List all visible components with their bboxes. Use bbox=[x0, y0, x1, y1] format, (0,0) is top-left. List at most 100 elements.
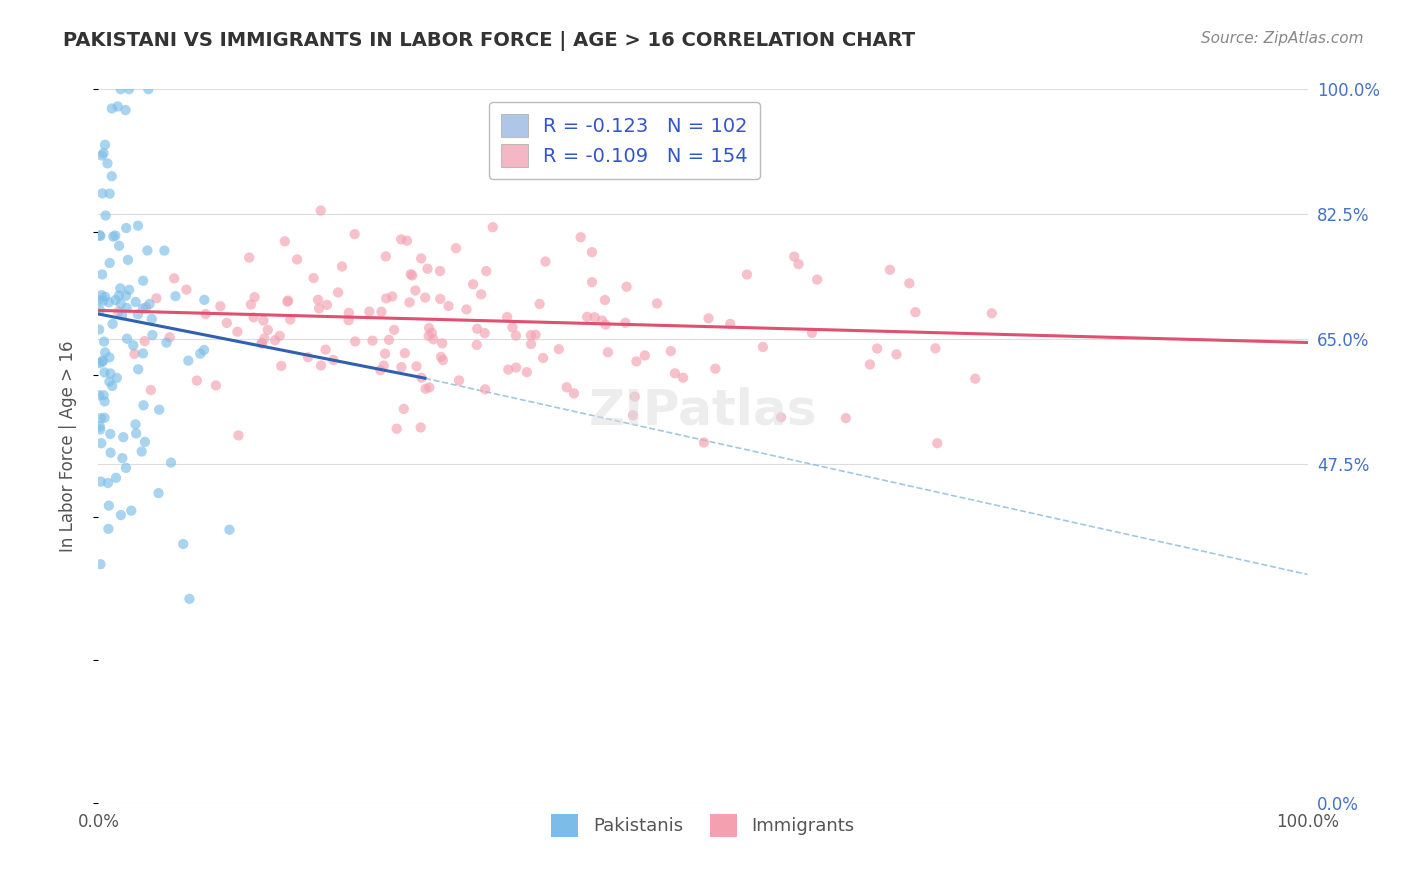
Point bbox=[475, 264, 498, 278]
Point bbox=[924, 342, 946, 356]
Point bbox=[132, 398, 155, 412]
Point bbox=[132, 346, 155, 360]
Point bbox=[108, 288, 131, 302]
Point bbox=[115, 461, 138, 475]
Point bbox=[474, 382, 496, 396]
Point bbox=[90, 148, 112, 162]
Point bbox=[465, 322, 488, 336]
Point bbox=[534, 254, 557, 268]
Point bbox=[516, 365, 538, 379]
Point bbox=[134, 334, 156, 348]
Point bbox=[547, 342, 569, 356]
Point bbox=[104, 228, 127, 243]
Point bbox=[801, 326, 824, 340]
Point bbox=[148, 486, 170, 500]
Point bbox=[226, 325, 249, 339]
Point bbox=[672, 370, 695, 384]
Point bbox=[91, 353, 114, 368]
Point bbox=[370, 363, 392, 377]
Point bbox=[278, 312, 301, 326]
Point bbox=[91, 186, 114, 201]
Point bbox=[238, 251, 260, 265]
Point bbox=[498, 362, 520, 376]
Point bbox=[389, 232, 412, 246]
Point bbox=[98, 375, 121, 389]
Text: ZIPatlas: ZIPatlas bbox=[589, 386, 817, 434]
Point bbox=[93, 388, 115, 402]
Point bbox=[277, 293, 299, 308]
Point bbox=[209, 299, 232, 313]
Point bbox=[252, 313, 274, 327]
Point bbox=[122, 338, 145, 352]
Point bbox=[177, 353, 200, 368]
Point bbox=[127, 219, 149, 233]
Point bbox=[569, 230, 592, 244]
Point bbox=[343, 227, 366, 241]
Point bbox=[89, 558, 111, 572]
Point bbox=[98, 256, 121, 270]
Point bbox=[595, 318, 617, 332]
Point bbox=[228, 428, 250, 442]
Point bbox=[89, 422, 111, 436]
Point bbox=[866, 342, 889, 356]
Point bbox=[120, 503, 142, 517]
Point bbox=[385, 422, 408, 436]
Point bbox=[115, 221, 138, 235]
Point bbox=[401, 268, 423, 283]
Point bbox=[285, 252, 308, 267]
Point bbox=[104, 293, 127, 307]
Point bbox=[186, 374, 208, 388]
Point bbox=[141, 312, 163, 326]
Point bbox=[90, 436, 112, 450]
Point bbox=[153, 244, 176, 258]
Point bbox=[634, 349, 657, 363]
Point bbox=[89, 356, 111, 370]
Point bbox=[404, 284, 426, 298]
Point bbox=[242, 310, 264, 325]
Point bbox=[155, 335, 177, 350]
Point bbox=[302, 271, 325, 285]
Point bbox=[337, 313, 360, 327]
Point bbox=[93, 394, 115, 409]
Point bbox=[520, 328, 543, 343]
Point bbox=[859, 358, 882, 372]
Point bbox=[250, 335, 273, 350]
Point bbox=[309, 203, 332, 218]
Point bbox=[361, 334, 384, 348]
Point bbox=[165, 289, 187, 303]
Point bbox=[337, 306, 360, 320]
Point bbox=[256, 323, 278, 337]
Point bbox=[432, 353, 454, 368]
Point bbox=[315, 343, 337, 357]
Point bbox=[307, 293, 329, 307]
Point bbox=[269, 329, 291, 343]
Point bbox=[131, 444, 153, 458]
Point bbox=[93, 410, 115, 425]
Point bbox=[94, 290, 117, 304]
Point bbox=[118, 82, 141, 96]
Point bbox=[127, 362, 149, 376]
Point bbox=[429, 292, 451, 306]
Point bbox=[97, 475, 120, 490]
Point bbox=[394, 346, 416, 360]
Point bbox=[330, 260, 353, 274]
Point bbox=[104, 471, 127, 485]
Point bbox=[581, 245, 603, 260]
Point bbox=[783, 250, 806, 264]
Point bbox=[179, 591, 201, 606]
Point bbox=[718, 317, 741, 331]
Point bbox=[115, 332, 138, 346]
Point bbox=[124, 347, 146, 361]
Point bbox=[124, 295, 146, 310]
Point bbox=[145, 291, 167, 305]
Point bbox=[215, 316, 238, 330]
Point bbox=[614, 316, 637, 330]
Point bbox=[344, 334, 367, 349]
Point bbox=[429, 264, 451, 278]
Point bbox=[94, 137, 117, 152]
Point bbox=[735, 268, 758, 282]
Point bbox=[409, 420, 432, 434]
Point bbox=[704, 361, 727, 376]
Point bbox=[111, 451, 134, 466]
Point bbox=[98, 351, 121, 365]
